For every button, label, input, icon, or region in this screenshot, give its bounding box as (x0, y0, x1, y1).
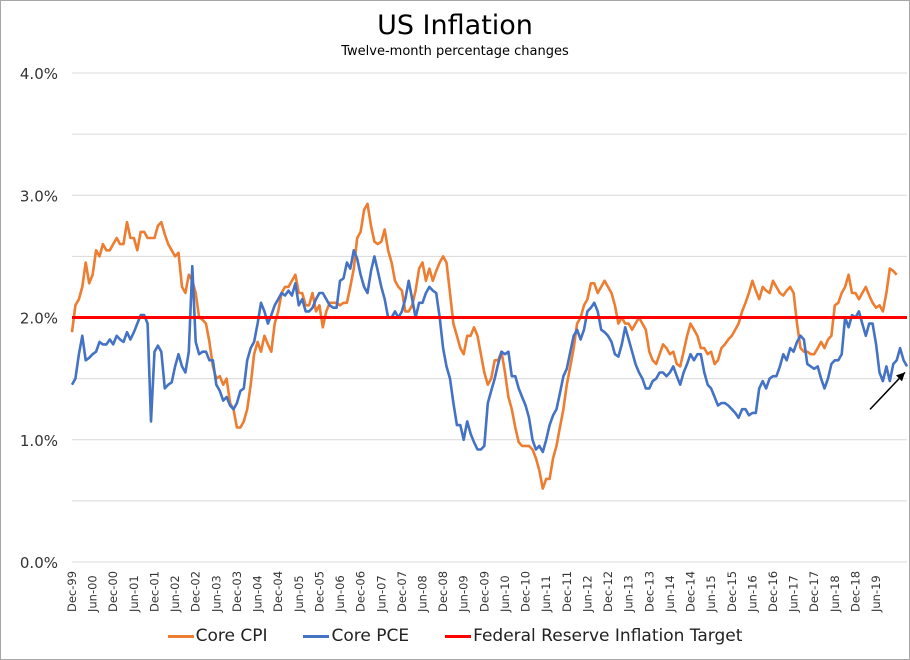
x-tick-label: Jun-07 (374, 575, 388, 613)
annotations (869, 371, 906, 410)
x-tick-label: Jun-04 (251, 575, 265, 613)
y-tick-label: 1.0% (20, 432, 58, 450)
x-tick-label: Jun-16 (745, 575, 759, 613)
x-tick-label: Jun-01 (127, 575, 141, 613)
x-tick-label: Jun-12 (580, 575, 594, 613)
series-line-core-pce (70, 249, 909, 454)
x-tick-label: Dec-13 (642, 571, 656, 612)
y-tick-label: 4.0% (20, 65, 58, 83)
x-tick-label: Jun-02 (168, 575, 182, 613)
x-tick-label: Jun-03 (209, 575, 223, 613)
x-tick-label: Jun-17 (787, 575, 801, 613)
x-tick-label: Jun-15 (704, 575, 718, 613)
legend-swatch-core-cpi (167, 634, 194, 638)
x-tick-label: Dec-15 (725, 571, 739, 612)
x-tick-label: Jun-18 (828, 575, 842, 613)
x-tick-label: Dec-06 (354, 571, 368, 612)
chart-title: US Inflation (377, 10, 533, 41)
series-line-core-cpi (70, 202, 898, 490)
x-tick-label: Jun-19 (869, 575, 883, 613)
legend-item-fed-target: Federal Reserve Inflation Target (445, 626, 742, 646)
x-tick-label: Jun-14 (663, 575, 677, 613)
x-tick-label: Dec-17 (807, 571, 821, 612)
x-tick-label: Dec-04 (271, 571, 285, 612)
x-tick-label: Dec-18 (848, 571, 862, 612)
x-tick-label: Jun-13 (622, 575, 636, 613)
legend-item-core-pce: Core PCE (303, 626, 409, 646)
legend: Core CPI Core PCE Federal Reserve Inflat… (0, 626, 910, 646)
x-tick-label: Dec-14 (684, 571, 698, 612)
arrow-head-icon (896, 372, 905, 382)
x-tick-label: Dec-02 (189, 571, 203, 612)
legend-label-core-cpi: Core CPI (195, 626, 268, 646)
x-tick-label: Dec-05 (312, 571, 326, 612)
x-tick-label: Jun-10 (498, 575, 512, 613)
x-tick-label: Dec-11 (560, 571, 574, 612)
x-tick-label: Dec-99 (65, 571, 79, 612)
x-tick-label: Dec-08 (436, 571, 450, 612)
y-axis-ticks: 0.0% 1.0% 2.0% 3.0% 4.0% (20, 65, 58, 572)
x-tick-label: Dec-01 (147, 571, 161, 612)
x-tick-label: Jun-06 (333, 575, 347, 613)
x-tick-label: Dec-12 (601, 571, 615, 612)
x-tick-label: Dec-03 (230, 571, 244, 612)
x-tick-label: Dec-09 (477, 571, 491, 612)
y-tick-label: 3.0% (20, 187, 58, 205)
x-axis-ticks: Dec-99 Jun-00 Dec-00 Jun-01 Dec-01 Jun-02 Dec-… (65, 571, 883, 613)
x-tick-label: Dec-10 (519, 571, 533, 612)
y-tick-label: 2.0% (20, 310, 58, 328)
legend-item-core-cpi: Core CPI (167, 626, 268, 646)
x-tick-label: Jun-09 (457, 575, 471, 613)
x-tick-label: Jun-05 (292, 575, 306, 613)
x-tick-label: Jun-11 (539, 575, 553, 613)
legend-label-core-pce: Core PCE (331, 626, 410, 646)
x-tick-label: Jun-08 (415, 575, 429, 613)
y-tick-label: 0.0% (20, 554, 58, 572)
x-tick-label: Dec-07 (395, 571, 409, 612)
x-tick-label: Dec-00 (106, 571, 120, 612)
series-lines (70, 202, 909, 490)
legend-label-fed-target: Federal Reserve Inflation Target (473, 626, 743, 646)
legend-swatch-core-pce (303, 634, 330, 638)
x-tick-label: Jun-00 (86, 575, 100, 613)
legend-swatch-fed-target (445, 634, 472, 638)
x-tick-label: Dec-16 (766, 571, 780, 612)
chart-subtitle: Twelve-month percentage changes (341, 44, 569, 59)
